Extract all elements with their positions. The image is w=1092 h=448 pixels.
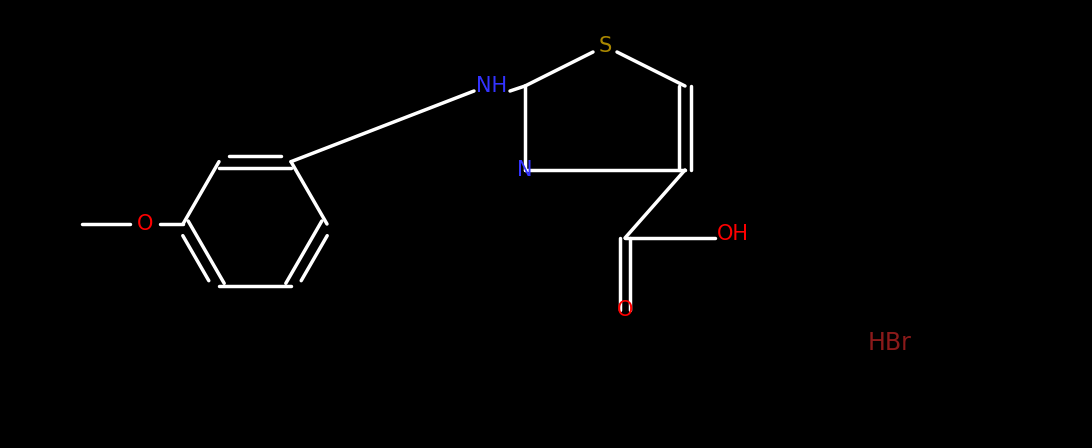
Text: O: O (617, 300, 633, 320)
Text: S: S (598, 36, 612, 56)
Text: NH: NH (476, 76, 508, 96)
Text: OH: OH (717, 224, 749, 244)
Text: N: N (518, 160, 533, 180)
Text: O: O (136, 214, 153, 234)
Text: HBr: HBr (868, 331, 912, 355)
